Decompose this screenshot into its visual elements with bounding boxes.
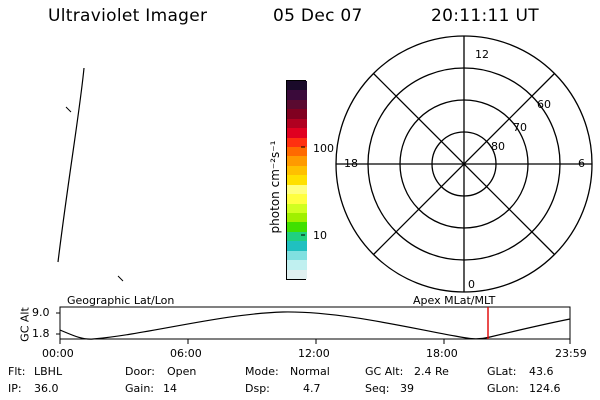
status-gain-key: Gain: [125, 382, 154, 395]
color-bar-tick-100: 100 [313, 142, 334, 155]
timeline-right-title: Apex MLat/MLT [413, 294, 496, 307]
color-bar-cell [287, 269, 307, 280]
color-bar-cell [287, 241, 307, 252]
color-bar-cell [287, 194, 307, 205]
color-bar-tick-10: 10 [313, 229, 327, 242]
color-bar-cell [287, 165, 307, 176]
terminator-tick-lower [117, 275, 124, 282]
lat-label-60: 60 [537, 98, 551, 111]
color-bar-cell [287, 118, 307, 129]
color-bar-unit-label: photon cm⁻²s⁻¹ [268, 140, 282, 234]
color-bar-cell [287, 231, 307, 242]
earth-limb-trace [57, 67, 85, 263]
color-bar-cell [287, 147, 307, 157]
polar-plot [335, 35, 593, 293]
status-mode-value: Normal [290, 365, 330, 378]
color-bar-ticks [301, 146, 305, 236]
color-bar-cell [287, 156, 307, 167]
color-bar [286, 80, 307, 280]
color-bar-cell [287, 128, 307, 139]
status-flt-value: LBHL [34, 365, 63, 378]
color-bar-cell [287, 99, 307, 110]
timeline-x-tick-1200: 12:00 [298, 347, 330, 360]
mlt-label-12: 12 [475, 48, 489, 61]
date-label: 05 Dec 07 [273, 6, 363, 26]
color-bar-cell [287, 175, 307, 186]
status-glat-key: GLat: [487, 365, 517, 378]
status-ip-key: IP: [8, 382, 22, 395]
status-glat-value: 43.6 [529, 365, 554, 378]
color-bar-cell [287, 137, 307, 148]
color-bar-cell [287, 203, 307, 214]
status-seq-value: 39 [400, 382, 414, 395]
status-dsp-value: 4.7 [303, 382, 321, 395]
color-bar-cell [287, 184, 307, 195]
timeline-x-tick-2359: 23:59 [555, 347, 587, 360]
status-flt-key: Flt: [8, 365, 26, 378]
color-bar-cell [287, 213, 307, 223]
timeline-y-tick-9: 9.0 [32, 306, 50, 319]
altitude-curve [59, 311, 571, 340]
color-bar-cell [287, 222, 307, 233]
status-ip-value: 36.0 [34, 382, 59, 395]
timeline-x-tick-0000: 00:00 [42, 347, 74, 360]
mlt-label-0: 0 [468, 278, 475, 291]
status-glon-key: GLon: [487, 382, 519, 395]
lat-label-70: 70 [513, 121, 527, 134]
timeline-x-tick-1800: 18:00 [426, 347, 458, 360]
status-door-key: Door: [125, 365, 155, 378]
mlt-label-6: 6 [578, 157, 585, 170]
timeline-left-title: Geographic Lat/Lon [67, 294, 175, 307]
color-bar-cell [287, 250, 307, 261]
altitude-timeline [56, 306, 571, 344]
color-bar-cell [287, 260, 307, 271]
status-gcalt-key: GC Alt: [365, 365, 404, 378]
color-bar-cell [287, 109, 307, 120]
status-dsp-key: Dsp: [245, 382, 270, 395]
terminator-tick-upper [65, 106, 72, 113]
timeline-x-tick-0600: 06:00 [170, 347, 202, 360]
lat-label-80: 80 [491, 140, 505, 153]
status-gcalt-value: 2.4 Re [414, 365, 449, 378]
time-label: 20:11:11 UT [431, 6, 539, 26]
color-bar-cell [287, 81, 307, 91]
status-seq-key: Seq: [365, 382, 390, 395]
mlt-label-18: 18 [344, 157, 358, 170]
timeline-y-tick-1_8: 1.8 [32, 327, 50, 340]
instrument-title: Ultraviolet Imager [48, 6, 208, 26]
color-bar-cell [287, 90, 307, 101]
status-door-value: Open [167, 365, 197, 378]
status-mode-key: Mode: [245, 365, 279, 378]
status-gain-value: 14 [163, 382, 177, 395]
status-glon-value: 124.6 [529, 382, 561, 395]
